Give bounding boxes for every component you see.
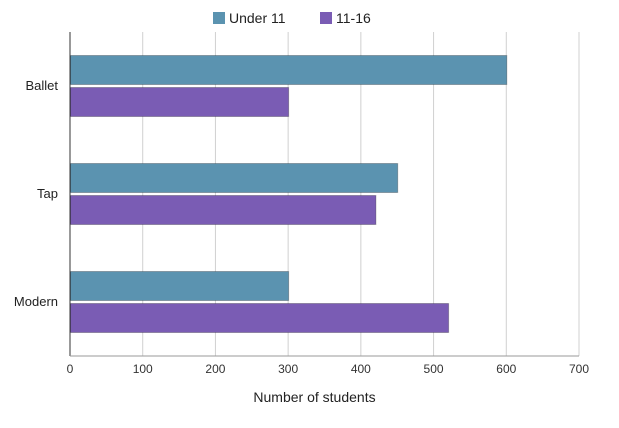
category-label: Tap — [37, 186, 58, 201]
x-tick-label: 600 — [496, 362, 516, 376]
bar-ballet-series-1 — [70, 55, 508, 85]
x-tick-label: 500 — [424, 362, 444, 376]
x-tick-label: 200 — [205, 362, 225, 376]
bar-modern-series-2 — [70, 303, 450, 333]
legend-swatch — [320, 12, 332, 24]
x-tick-labels: 0 100 200 300 400 500 600 700 — [67, 362, 590, 376]
legend: Under 11 11-16 — [213, 10, 371, 26]
category-labels: Ballet Tap Modern — [14, 78, 58, 309]
x-tick-label: 100 — [133, 362, 153, 376]
x-tick-label: 400 — [351, 362, 371, 376]
category-label: Modern — [14, 294, 58, 309]
bar-modern-series-1 — [70, 271, 290, 301]
legend-label: Under 11 — [229, 10, 286, 26]
bars — [70, 55, 508, 333]
bar-tap-series-2 — [70, 195, 377, 225]
x-axis-title: Number of students — [253, 389, 375, 405]
legend-swatch — [213, 12, 225, 24]
x-tick-label: 700 — [569, 362, 589, 376]
bar-ballet-series-2 — [70, 87, 290, 117]
x-tick-label: 0 — [67, 362, 74, 376]
category-label: Ballet — [25, 78, 58, 93]
x-tick-label: 300 — [278, 362, 298, 376]
bar-tap-series-1 — [70, 163, 399, 193]
gridlines — [142, 32, 580, 356]
legend-label: 11-16 — [336, 10, 371, 26]
